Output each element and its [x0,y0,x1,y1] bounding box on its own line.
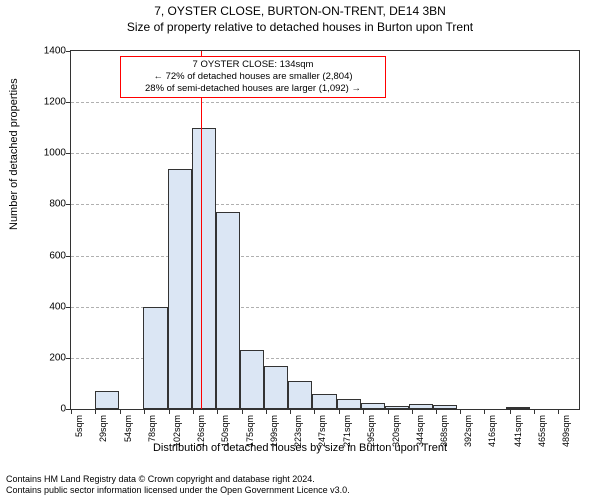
reference-line [201,51,202,409]
x-tick-mark [169,410,170,414]
y-tick-label: 600 [49,250,66,261]
x-tick-label: 150sqm [220,415,230,447]
histogram-bar [312,394,336,409]
x-tick-label: 29sqm [98,415,108,442]
footer-line: Contains HM Land Registry data © Crown c… [6,474,350,485]
histogram-bar [506,407,530,409]
y-tick-label: 1400 [44,46,66,57]
x-tick-label: 295sqm [366,415,376,447]
y-tick-label: 1000 [44,148,66,159]
annotation-line: 7 OYSTER CLOSE: 134sqm [125,59,381,71]
grid-line [71,204,579,206]
x-tick-mark [534,410,535,414]
histogram-bar [288,381,312,409]
x-tick-label: 223sqm [293,415,303,447]
x-tick-mark [510,410,511,414]
x-tick-mark [71,410,72,414]
x-tick-mark [363,410,364,414]
y-tick-mark [66,307,70,308]
histogram-bar [240,350,264,409]
grid-line [71,153,579,155]
footer-line: Contains public sector information licen… [6,485,350,496]
x-tick-mark [436,410,437,414]
y-tick-mark [66,409,70,410]
x-tick-mark [314,410,315,414]
x-tick-label: 271sqm [342,415,352,447]
histogram-bar [361,403,385,409]
chart-title-address: 7, OYSTER CLOSE, BURTON-ON-TRENT, DE14 3… [0,4,600,18]
histogram-bar [192,128,216,409]
x-tick-mark [339,410,340,414]
grid-line [71,102,579,104]
x-tick-label: 199sqm [269,415,279,447]
x-tick-label: 344sqm [415,415,425,447]
chart-subtitle: Size of property relative to detached ho… [0,20,600,34]
x-tick-label: 368sqm [439,415,449,447]
x-tick-label: 5sqm [74,415,84,437]
x-tick-mark [144,410,145,414]
x-tick-label: 247sqm [317,415,327,447]
histogram-bar [216,212,240,409]
histogram-bar [168,169,192,409]
x-tick-mark [217,410,218,414]
annotation-line: 28% of semi-detached houses are larger (… [125,83,381,95]
histogram-bar [433,405,457,409]
histogram-bar [264,366,288,409]
x-tick-mark [266,410,267,414]
x-tick-mark [290,410,291,414]
y-tick-label: 0 [60,404,66,415]
x-tick-mark [484,410,485,414]
x-tick-mark [412,410,413,414]
histogram-bar [95,391,119,409]
x-tick-label: 465sqm [537,415,547,447]
x-tick-mark [388,410,389,414]
y-tick-mark [66,204,70,205]
x-tick-label: 78sqm [147,415,157,442]
x-tick-mark [120,410,121,414]
grid-line [71,256,579,258]
x-tick-label: 102sqm [172,415,182,447]
y-axis-label: Number of detached properties [8,78,20,230]
x-tick-label: 54sqm [123,415,133,442]
x-tick-mark [95,410,96,414]
histogram-bar [337,399,361,409]
annotation-line: ← 72% of detached houses are smaller (2,… [125,71,381,83]
x-tick-mark [558,410,559,414]
x-tick-label: 175sqm [245,415,255,447]
x-tick-label: 416sqm [487,415,497,447]
chart-container: 7, OYSTER CLOSE, BURTON-ON-TRENT, DE14 3… [0,0,600,500]
y-tick-mark [66,358,70,359]
plot-area [70,50,580,410]
x-tick-label: 441sqm [513,415,523,447]
x-tick-label: 392sqm [463,415,473,447]
x-tick-label: 489sqm [561,415,571,447]
y-tick-mark [66,256,70,257]
x-tick-mark [193,410,194,414]
y-tick-mark [66,153,70,154]
annotation-box: 7 OYSTER CLOSE: 134sqm ← 72% of detached… [120,56,386,98]
y-tick-label: 800 [49,199,66,210]
footer-attribution: Contains HM Land Registry data © Crown c… [6,474,350,496]
histogram-bar [385,406,409,409]
histogram-bar [143,307,167,409]
histogram-bar [409,404,433,409]
y-tick-label: 1200 [44,97,66,108]
y-tick-mark [66,51,70,52]
x-tick-label: 126sqm [196,415,206,447]
y-tick-mark [66,102,70,103]
x-tick-mark [460,410,461,414]
y-tick-label: 200 [49,352,66,363]
x-tick-mark [242,410,243,414]
y-tick-label: 400 [49,301,66,312]
x-tick-label: 320sqm [391,415,401,447]
